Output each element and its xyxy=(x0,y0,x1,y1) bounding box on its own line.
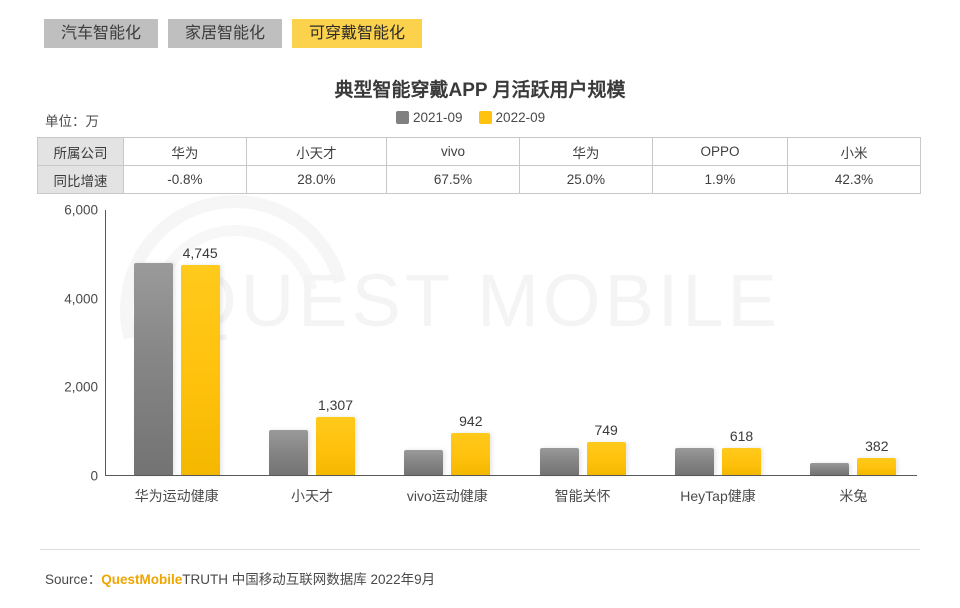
cell-company-0: 华为 xyxy=(123,137,247,166)
page-title: 典型智能穿戴APP 月活跃用户规模 xyxy=(334,80,626,101)
bar-group: 1,307 xyxy=(269,209,355,475)
x-axis-category-label: 小天才 xyxy=(291,488,333,504)
cell-company-2: vivo xyxy=(386,137,520,166)
bar-2021[interactable] xyxy=(404,450,444,475)
x-axis-category-label: 米兔 xyxy=(839,488,868,504)
source-brand: QuestMobile xyxy=(101,572,183,587)
bar-2022[interactable] xyxy=(586,441,626,475)
y-tick-label: 2,000 xyxy=(64,379,98,395)
cell-growth-3: 25.0% xyxy=(518,165,653,194)
cell-company-5: 小米 xyxy=(787,137,921,166)
growth-rate-table: 所属公司 华为 小天才 vivo 华为 OPPO 小米 同比增速 -0.8% 2… xyxy=(37,137,921,194)
source-suffix: TRUTH 中国移动互联网数据库 2022年9月 xyxy=(182,572,436,587)
y-tick-label: 0 xyxy=(90,468,98,484)
category-tabs: 汽车智能化 家居智能化 可穿戴智能化 xyxy=(44,19,423,48)
bar-value-label: 382 xyxy=(865,438,889,455)
cell-growth-4: 1.9% xyxy=(651,165,789,194)
bar-value-label: 749 xyxy=(594,421,618,438)
row-header-company: 所属公司 xyxy=(37,137,124,166)
legend-label-2022: 2022-09 xyxy=(495,110,546,125)
bar-value-label: 1,307 xyxy=(317,397,354,414)
cell-company-1: 小天才 xyxy=(245,137,388,166)
y-axis-labels: 0 2,000 4,000 6,000 xyxy=(40,196,98,486)
bar-2021[interactable] xyxy=(269,429,308,475)
bar-value-label: 618 xyxy=(729,427,754,444)
unit-label: 单位：万 xyxy=(45,114,99,129)
tab-smart-home[interactable]: 家居智能化 xyxy=(168,19,283,48)
bar-value-label: 942 xyxy=(459,413,483,430)
watermark-text: QUEST MOBILE xyxy=(179,258,781,342)
cell-growth-1: 28.0% xyxy=(245,165,388,194)
bar-group: 749 xyxy=(539,209,626,475)
bar-2021[interactable] xyxy=(675,448,714,475)
bar-2022[interactable] xyxy=(316,417,355,475)
bar-chart: 0 2,000 4,000 6,000 4,745 华为运动健康 1,307 小天才 942 v… xyxy=(0,196,960,526)
y-axis-line xyxy=(105,210,106,476)
legend-item-2022[interactable]: 2022-09 xyxy=(478,110,546,125)
x-axis-category-label: 华为运动健康 xyxy=(134,488,219,504)
bar-2022[interactable] xyxy=(180,264,220,475)
legend-swatch-2022 xyxy=(478,111,492,124)
plot-area: 4,745 华为运动健康 1,307 小天才 942 vivo运动健康 749 智能关怀 618… xyxy=(105,209,917,504)
bar-2022[interactable] xyxy=(722,447,761,475)
legend-swatch-2021 xyxy=(396,111,409,124)
bar-2022[interactable] xyxy=(857,458,897,475)
row-header-growth: 同比增速 xyxy=(37,165,124,194)
legend-label-2021: 2021-09 xyxy=(413,110,463,125)
tab-automotive[interactable]: 汽车智能化 xyxy=(44,19,159,48)
bar-2022[interactable] xyxy=(451,433,491,475)
bar-group: 942 xyxy=(404,209,491,475)
x-axis-category-label: 智能关怀 xyxy=(554,488,611,504)
bar-value-label: 4,745 xyxy=(182,244,218,261)
bar-group: 4,745 xyxy=(133,209,220,475)
tab-wearable[interactable]: 可穿戴智能化 xyxy=(292,19,423,48)
source-note: Source：QuestMobileTRUTH 中国移动互联网数据库 2022年… xyxy=(45,568,435,588)
table-row-growth: 同比增速 -0.8% 28.0% 67.5% 25.0% 1.9% 42.3% xyxy=(37,165,921,194)
x-axis-line xyxy=(105,475,917,476)
legend-item-2021[interactable]: 2021-09 xyxy=(396,110,463,125)
cell-growth-0: -0.8% xyxy=(123,165,247,194)
cell-growth-2: 67.5% xyxy=(386,165,520,194)
cell-growth-5: 42.3% xyxy=(787,165,921,194)
bar-group: 382 xyxy=(810,209,897,475)
x-axis-category-label: HeyTap健康 xyxy=(680,488,756,504)
footer-divider xyxy=(40,549,920,550)
bar-group: 618 xyxy=(675,209,761,475)
bar-2021[interactable] xyxy=(539,448,579,475)
bar-2021[interactable] xyxy=(133,262,173,475)
cell-company-4: OPPO xyxy=(651,137,789,166)
x-axis-category-label: vivo运动健康 xyxy=(406,488,488,504)
source-prefix: Source： xyxy=(45,572,102,587)
table-row-company: 所属公司 华为 小天才 vivo 华为 OPPO 小米 xyxy=(37,137,921,166)
cell-company-3: 华为 xyxy=(518,137,653,166)
chart-legend: 2021-09 2022-09 xyxy=(396,110,545,125)
y-tick-label: 4,000 xyxy=(64,291,98,307)
bar-2021[interactable] xyxy=(810,463,850,475)
y-tick-label: 6,000 xyxy=(64,202,98,218)
